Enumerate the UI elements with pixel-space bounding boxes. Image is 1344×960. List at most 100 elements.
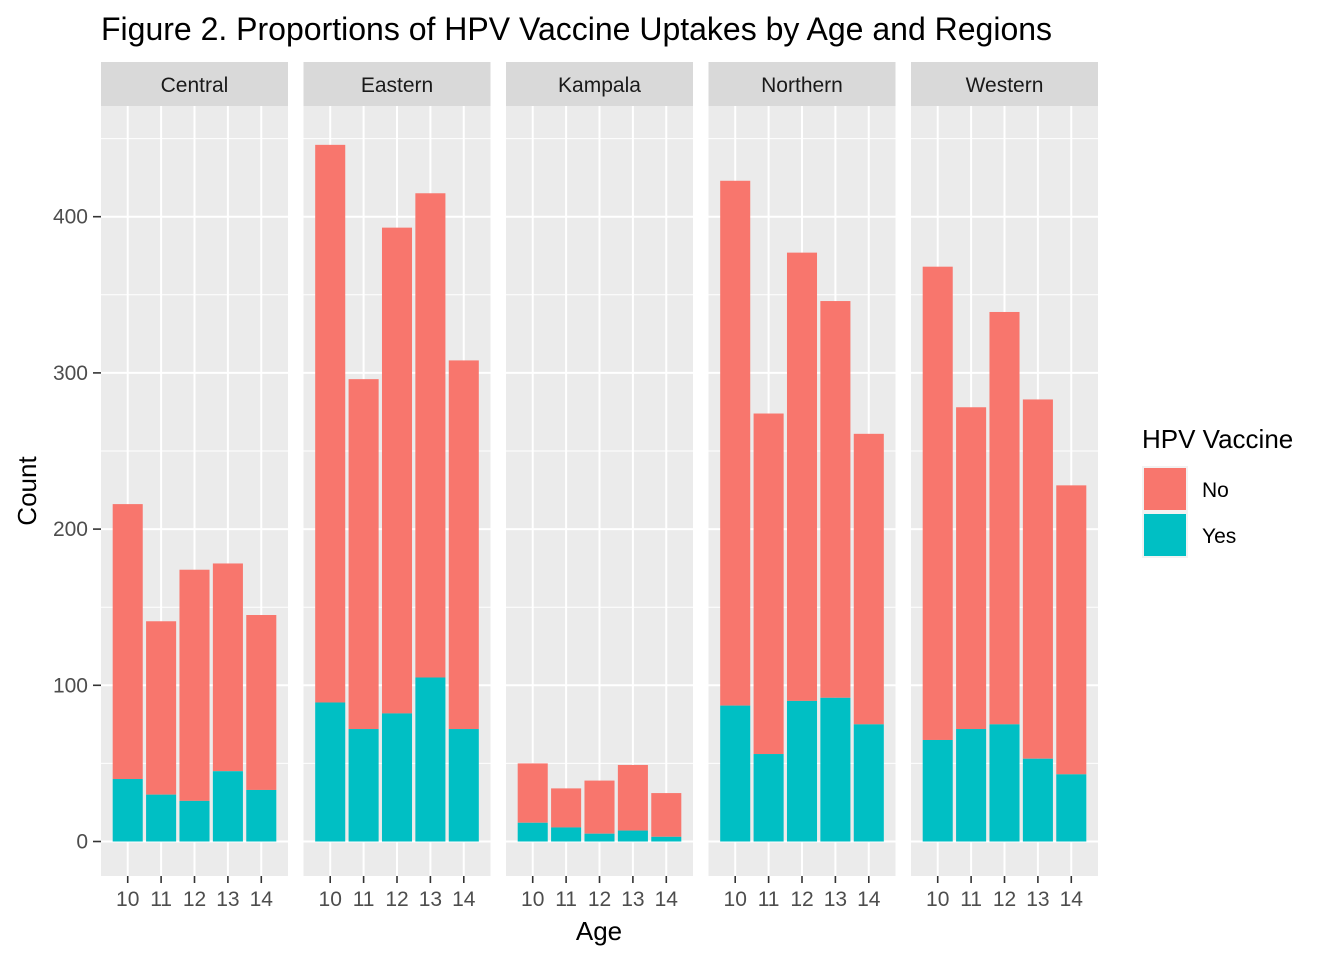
bar-yes: [617, 830, 648, 842]
bar-no: [651, 793, 682, 837]
x-tick-label: 14: [1060, 888, 1084, 911]
bar-yes: [651, 836, 682, 842]
x-tick-label: 11: [758, 888, 780, 911]
x-tick-label: 12: [790, 888, 813, 911]
facet-panel-western: Western 10 11 12 13 14: [911, 62, 1098, 911]
bar-yes: [381, 713, 413, 842]
x-tick-label: 14: [655, 888, 679, 911]
x-tick-label: 14: [857, 888, 881, 911]
bar-yes: [179, 800, 210, 842]
legend-key-yes: [1144, 514, 1186, 556]
bar-no: [112, 504, 143, 780]
legend: HPV Vaccine No Yes: [1142, 424, 1293, 558]
bar-no: [348, 379, 379, 730]
bar-no: [720, 180, 751, 706]
x-tick-label: 10: [521, 888, 544, 911]
bar-no: [415, 193, 446, 678]
legend-key-no: [1144, 468, 1186, 510]
bar-yes: [315, 702, 346, 842]
bar-no: [146, 621, 177, 795]
bar-yes: [415, 677, 446, 842]
x-tick-label: 11: [353, 888, 375, 911]
y-tick-label: 200: [53, 518, 88, 541]
facet-strip: [506, 62, 693, 106]
bar-no: [617, 764, 648, 831]
bar-yes: [853, 724, 884, 842]
bar-no: [956, 407, 987, 730]
x-tick-label: 14: [250, 888, 274, 911]
x-tick-label: 10: [116, 888, 139, 911]
x-tick-label: 12: [588, 888, 611, 911]
facet-strip-label: Kampala: [558, 74, 641, 97]
bar-no: [246, 615, 277, 790]
facet-panel-northern: Northern 10 11 12 13 14: [708, 62, 896, 911]
bar-no: [753, 413, 784, 755]
bar-no: [448, 360, 479, 730]
x-tick-label: 10: [926, 888, 949, 911]
x-axis-title: Age: [576, 916, 622, 946]
facet-strip: [101, 62, 288, 106]
bar-yes: [720, 705, 751, 842]
x-tick-label: 11: [960, 888, 982, 911]
x-tick-label: 13: [621, 888, 644, 911]
bar-no: [853, 433, 884, 725]
x-tick-label: 12: [385, 888, 408, 911]
x-tick-label: 11: [555, 888, 577, 911]
x-tick-label: 13: [216, 888, 239, 911]
bar-yes: [212, 771, 243, 842]
bar-yes: [246, 789, 277, 842]
bar-yes: [348, 729, 379, 842]
y-tick-label: 400: [53, 206, 88, 229]
y-tick-label: 100: [53, 674, 88, 697]
facet-strip-label: Central: [161, 74, 229, 97]
bar-no: [584, 780, 615, 834]
bar-no: [315, 144, 346, 703]
x-tick-label: 10: [724, 888, 747, 911]
facet-panel-central: Central 10 11 12 13 14: [101, 62, 288, 911]
facet-strip-label: Eastern: [361, 74, 433, 97]
facet-strip: [911, 62, 1098, 106]
bar-yes: [448, 729, 479, 842]
bar-no: [381, 227, 413, 714]
x-tick-label: 11: [150, 888, 172, 911]
bar-yes: [753, 754, 784, 842]
bar-yes: [146, 794, 177, 842]
bar-no: [1022, 399, 1053, 759]
bar-yes: [517, 822, 548, 842]
legend-label-no: No: [1202, 479, 1229, 502]
bar-no: [212, 563, 243, 772]
legend-label-yes: Yes: [1202, 525, 1236, 548]
facet-panel-kampala: Kampala 10 11 12 13 14: [506, 62, 693, 911]
bar-no: [517, 763, 548, 823]
bar-yes: [584, 833, 615, 842]
y-tick-label: 300: [53, 362, 88, 385]
bar-yes: [922, 739, 953, 842]
facet-strip: [303, 62, 491, 106]
bar-no: [1056, 485, 1087, 775]
facet-strip-label: Northern: [761, 74, 843, 97]
bar-yes: [1056, 774, 1087, 842]
bar-no: [922, 266, 953, 740]
y-tick-label: 0: [76, 831, 88, 854]
x-tick-label: 12: [183, 888, 206, 911]
x-tick-label: 13: [824, 888, 847, 911]
legend-title: HPV Vaccine: [1142, 424, 1293, 454]
bar-no: [989, 311, 1020, 725]
y-axis: 0 100 200 300 400: [53, 206, 101, 854]
x-tick-label: 10: [319, 888, 342, 911]
bar-yes: [820, 697, 851, 842]
bar-no: [786, 252, 818, 701]
bar-no: [179, 569, 210, 801]
bar-no: [551, 788, 582, 828]
bar-no: [820, 301, 851, 698]
bar-yes: [112, 779, 143, 842]
x-tick-label: 13: [419, 888, 442, 911]
bar-yes: [1022, 758, 1053, 842]
facet-strip: [708, 62, 896, 106]
x-tick-label: 13: [1026, 888, 1049, 911]
chart-title: Figure 2. Proportions of HPV Vaccine Upt…: [101, 11, 1052, 47]
facet-strip-label: Western: [966, 74, 1044, 97]
bar-yes: [551, 827, 582, 842]
